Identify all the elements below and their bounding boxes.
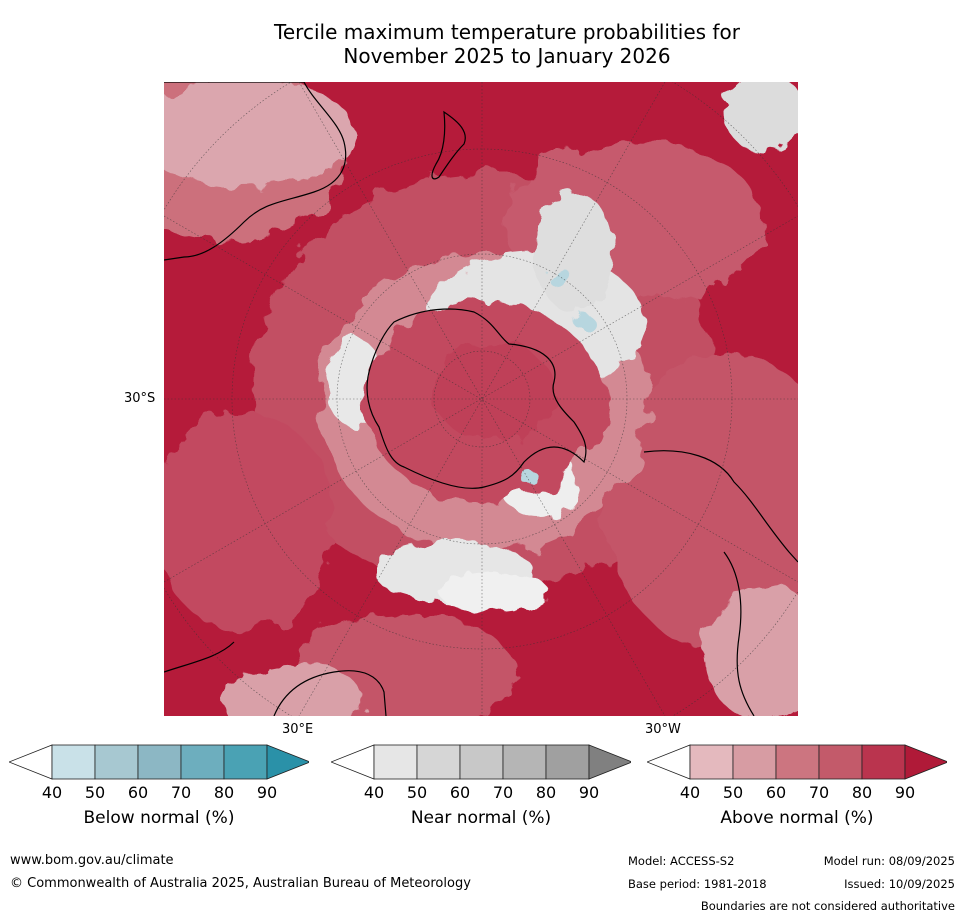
latitude-label: 30°S [124,391,156,406]
below-normal-label: Below normal (%) [83,808,235,828]
colorbar-extend-high [266,744,312,780]
colorbar-tick-label: 50 [84,783,106,802]
above-normal-label: Above normal (%) [720,808,874,828]
colorbar-extend-low [329,744,375,780]
longitude-label-west: 30°W [645,722,681,737]
colorbar-tick-label: 40 [363,783,385,802]
colorbar-segment [416,744,461,780]
colorbar-tick-label: 80 [213,783,235,802]
colorbar-tick-label: 60 [449,783,471,802]
colorbar-svg [329,744,634,780]
colorbar-segment [732,744,777,780]
disclaimer-text: Boundaries are not considered authoritat… [700,899,955,913]
colorbar-tick-label: 50 [722,783,744,802]
colorbar-tick-label: 70 [808,783,830,802]
colorbar-tick-label: 80 [851,783,873,802]
longitude-label-east: 30°E [282,722,314,737]
colorbar-segment [51,744,96,780]
map-title: Tercile maximum temperature probabilitie… [164,20,850,68]
colorbar-segment [180,744,225,780]
colorbar-tick-label: 70 [492,783,514,802]
issued-text: Issued: 10/09/2025 [844,877,955,891]
base-period-text: Base period: 1981-2018 [628,877,767,891]
continent-above-region [364,302,604,502]
copyright-text: © Commonwealth of Australia 2025, Austra… [10,876,471,891]
probability-map [164,82,798,716]
south-america-coastline [643,450,798,716]
model-run-text: Model run: 08/09/2025 [823,854,955,868]
colorbar-extend-high [588,744,634,780]
near-normal-ticks: 40 50 60 70 80 90 [331,783,631,803]
near-normal-label: Near normal (%) [410,808,552,828]
title-line-1: Tercile maximum temperature probabilitie… [274,20,740,44]
australia-coastline [164,82,347,261]
above-normal-ticks: 40 50 60 70 80 90 [647,783,947,803]
colorbar-tick-label: 90 [256,783,278,802]
colorbar-tick-label: 80 [535,783,557,802]
map-svg [164,82,798,716]
colorbar-tick-label: 40 [41,783,63,802]
colorbar-tick-label: 50 [406,783,428,802]
colorbar-segment [689,744,734,780]
colorbar-extend-low [7,744,53,780]
colorbar-tick-label: 60 [127,783,149,802]
new-zealand-coastline [431,110,466,180]
website-link[interactable]: www.bom.gov.au/climate [10,853,174,868]
above-normal-colorbar [645,743,950,781]
colorbar-tick-label: 90 [894,783,916,802]
colorbar-segment [459,744,504,780]
colorbar-svg [7,744,312,780]
colorbar-segment [94,744,139,780]
colorbar-segment [373,744,418,780]
colorbar-tick-label: 60 [765,783,787,802]
colorbar-tick-label: 90 [578,783,600,802]
near-normal-colorbar [329,743,634,781]
colorbar-segment [545,744,590,780]
colorbar-segment [775,744,820,780]
colorbar-segment [818,744,863,780]
colorbar-svg [645,744,950,780]
colorbar-tick-label: 40 [679,783,701,802]
colorbar-segment [502,744,547,780]
graticule [164,82,798,716]
colorbar-segment [861,744,906,780]
africa-coastline [164,641,387,716]
colorbar-tick-label: 70 [170,783,192,802]
below-normal-ticks: 40 50 60 70 80 90 [9,783,309,803]
antarctica-coastline [366,308,587,489]
colorbar-segment [223,744,268,780]
colorbar-segment [137,744,182,780]
colorbar-extend-high [904,744,950,780]
below-normal-colorbar [7,743,312,781]
colorbar-extend-low [645,744,691,780]
title-line-2: November 2025 to January 2026 [343,44,671,68]
model-text: Model: ACCESS-S2 [628,854,735,868]
